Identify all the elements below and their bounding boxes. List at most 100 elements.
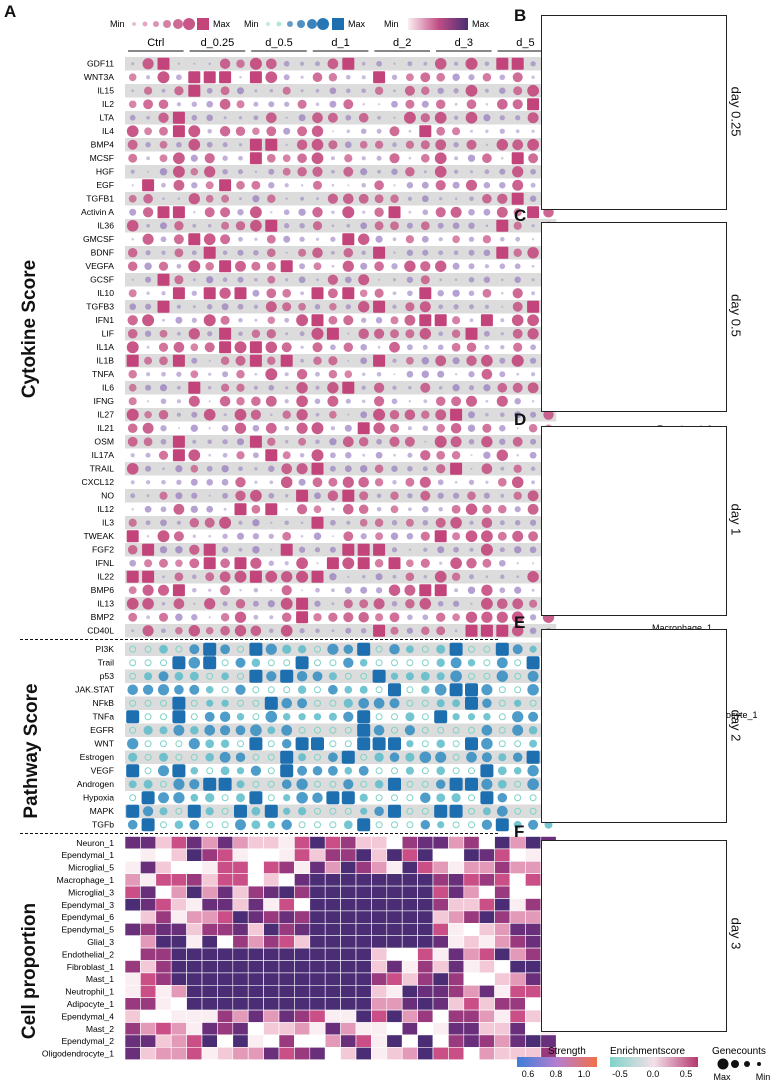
pathway-cell [249, 669, 263, 683]
cell-proportion-tile [294, 910, 311, 924]
cytokine-cell [315, 102, 320, 107]
pathway-cell [406, 699, 414, 707]
cytokine-cell [219, 260, 232, 273]
cytokine-cell [254, 237, 258, 241]
pathway-cell [221, 686, 229, 694]
pathway-cell [374, 752, 384, 762]
cell-proportion-tile [478, 1034, 495, 1048]
pathway-cell [237, 645, 244, 653]
pathway-cell [296, 778, 308, 790]
cell-proportion-tile [294, 885, 311, 899]
pathway-cell [144, 713, 152, 721]
cytokine-cell [301, 589, 304, 592]
pathway-cell [343, 820, 353, 830]
pathway-cell [297, 685, 307, 694]
pathway-cell [159, 644, 168, 654]
pathway-cell [329, 726, 337, 734]
cell-proportion-tile [309, 947, 326, 961]
cytokine-cell [265, 219, 278, 232]
cell-proportion-tile [155, 922, 172, 936]
cytokine-cell [285, 332, 289, 336]
cytokine-cell [126, 462, 139, 475]
cytokine-cell [162, 318, 165, 322]
cytokine-cell [465, 327, 478, 340]
row-label-cytokine: CD40L [87, 626, 114, 636]
cell-proportion-tile [355, 922, 372, 936]
pathway-cell [221, 794, 229, 802]
cytokine-cell [405, 235, 415, 244]
pathway-cell [264, 804, 278, 818]
pathway-cell [357, 710, 371, 724]
cytokine-cell [453, 304, 459, 310]
cytokine-cell [342, 233, 355, 246]
cytokine-cell [530, 466, 536, 471]
cell-proportion-tile [525, 836, 542, 850]
pathway-cell [498, 699, 506, 707]
pathway-cell [264, 696, 278, 710]
cytokine-cell [253, 249, 259, 256]
cell-proportion-tile [278, 1034, 295, 1048]
cell-proportion-tile [170, 898, 187, 912]
cytokine-cell [469, 318, 474, 323]
pathway-cell [206, 672, 214, 680]
cell-proportion-tile [124, 910, 141, 924]
cell-proportion-tile [371, 1022, 388, 1036]
cell-proportion-tile [355, 885, 372, 899]
cytokine-cell [483, 276, 491, 283]
cytokine-cell [300, 358, 304, 363]
cytokine-cell [497, 531, 507, 541]
cell-proportion-tile [401, 1047, 418, 1061]
cytokine-cell [299, 223, 305, 229]
cytokine-cell [142, 543, 155, 556]
cytokine-cell [174, 275, 184, 285]
cytokine-cell [131, 278, 134, 281]
pathway-cell [421, 685, 430, 694]
cytokine-cell [438, 385, 443, 390]
cytokine-cell [436, 126, 446, 136]
cell-proportion-tile [278, 898, 295, 912]
pathway-cell [206, 699, 214, 707]
pathway-cell [434, 683, 447, 696]
pathway-cell [160, 713, 167, 721]
cytokine-cell [373, 543, 386, 556]
cytokine-cell [452, 492, 460, 499]
row-band [125, 696, 557, 710]
cytokine-cell [482, 504, 492, 514]
cell-proportion-tile [201, 997, 218, 1011]
cytokine-cell [266, 261, 276, 271]
cytokine-cell [481, 463, 493, 475]
cytokine-cell [435, 517, 446, 528]
cytokine-cell [188, 125, 201, 138]
cell-proportion-tile [124, 984, 141, 998]
cytokine-cell [436, 72, 446, 82]
cytokine-score-title: Cytokine Score [19, 259, 40, 399]
cytokine-cell [407, 426, 412, 431]
cytokine-cell [530, 168, 537, 175]
pathway-cell [328, 684, 338, 695]
cell-proportion-tile [278, 922, 295, 936]
cytokine-cell [191, 250, 197, 256]
cytokine-cell [359, 140, 368, 149]
cytokine-cell [511, 152, 524, 165]
cytokine-cell [358, 328, 369, 339]
cytokine-cell [360, 168, 368, 176]
cytokine-cell [484, 344, 490, 350]
cytokine-cell [439, 197, 443, 201]
cytokine-cell [465, 530, 478, 543]
cytokine-cell [146, 615, 150, 620]
cytokine-cell [342, 489, 355, 502]
cytokine-cell [468, 479, 475, 485]
cytokine-cell [222, 168, 228, 175]
cytokine-cell [331, 602, 335, 606]
cytokine-cell [219, 571, 231, 583]
cell-proportion-tile [340, 947, 357, 961]
cell-proportion-tile [232, 836, 249, 850]
cytokine-cell [175, 492, 183, 500]
cytokine-cell [254, 318, 258, 322]
cell-proportion-tile [340, 885, 357, 899]
cytokine-cell [327, 490, 339, 501]
cytokine-cell [282, 531, 292, 541]
cytokine-cell [266, 234, 276, 244]
cell-proportion-tile [509, 935, 526, 949]
cytokine-cell [327, 274, 339, 285]
